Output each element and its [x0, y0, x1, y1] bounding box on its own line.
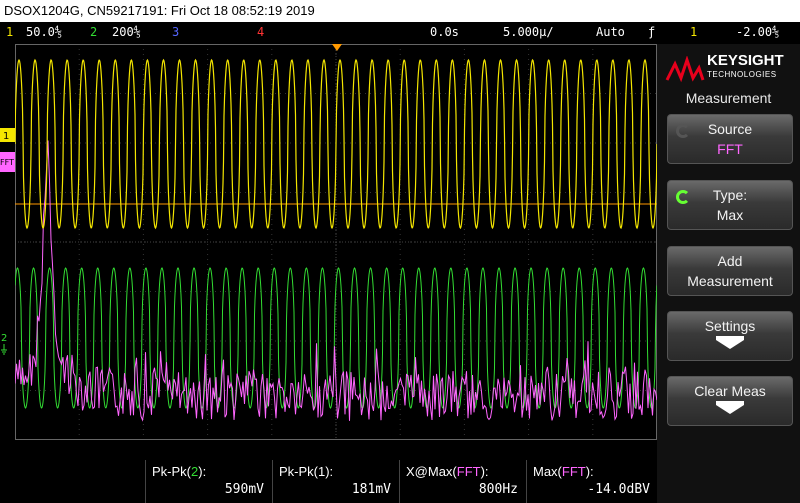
- ch1-waveform: [15, 58, 657, 230]
- brand-name: KEYSIGHT: [707, 52, 784, 69]
- menu-title: Measurement: [685, 90, 772, 106]
- type-label: Type:: [712, 187, 748, 203]
- channel-markers: 1 FFT 2: [0, 44, 15, 440]
- brand-sub: TECHNOLOGIES: [707, 70, 777, 79]
- type-value: Max: [716, 207, 744, 223]
- fft-marker[interactable]: [0, 152, 15, 172]
- meas-close: ):: [585, 464, 594, 479]
- meas-name: Max(: [533, 464, 562, 479]
- meas-close: ):: [480, 464, 489, 479]
- ch1-scale[interactable]: 50.0⅘: [26, 25, 63, 39]
- trigger-edge-icon: ƒ: [648, 25, 656, 39]
- settings-label: Settings: [704, 318, 756, 334]
- meas-value: 800Hz: [478, 482, 518, 497]
- meas-name: X@Max(: [406, 464, 457, 479]
- submenu-arrow-icon: [716, 336, 744, 349]
- type-softkey[interactable]: Type: Max: [667, 180, 793, 230]
- keysight-logo: KEYSIGHT TECHNOLOGIES: [665, 44, 795, 90]
- measurement-3[interactable]: X@Max(FFT): 800Hz: [399, 460, 526, 503]
- ch2-number[interactable]: 2: [90, 25, 98, 39]
- measurement-4[interactable]: Max(FFT): -14.0dBV: [526, 460, 658, 503]
- meas-close: ):: [198, 464, 207, 479]
- softkey-panel: KEYSIGHT TECHNOLOGIES Measurement Source…: [657, 44, 800, 503]
- cycle-icon: [676, 190, 690, 204]
- meas-source: FFT: [561, 464, 586, 479]
- keysight-wave-icon: [665, 56, 705, 83]
- ch1-ground-marker[interactable]: [0, 128, 15, 142]
- source-softkey[interactable]: Source FFT: [667, 114, 793, 164]
- trigger-source[interactable]: 1: [690, 25, 698, 39]
- meas-source: FFT: [456, 464, 481, 479]
- cycle-icon: [676, 124, 690, 138]
- add-measurement-softkey[interactable]: Add Measurement: [667, 246, 793, 296]
- add-line2: Measurement: [687, 273, 773, 289]
- meas-name: Pk-Pk(: [152, 464, 191, 479]
- add-line1: Add: [717, 253, 743, 269]
- ch2-waveform: [15, 267, 657, 409]
- clear-label: Clear Meas: [694, 383, 766, 399]
- measurement-1[interactable]: Pk-Pk(2): 590mV: [145, 460, 272, 503]
- ch2-scale[interactable]: 200⅘: [112, 25, 141, 39]
- ch1-number[interactable]: 1: [6, 25, 14, 39]
- ch2-ground-icon: [1, 344, 7, 355]
- fft-marker-label: FFT: [0, 158, 14, 167]
- source-value: FFT: [717, 141, 743, 157]
- title-text: DSOX1204G, CN59217191: Fri Oct 18 08:52:…: [4, 3, 315, 18]
- meas-value: 590mV: [224, 482, 264, 497]
- meas-source: 2: [191, 464, 199, 479]
- ch3-number[interactable]: 3: [172, 25, 180, 39]
- ch2-marker-label: 2: [1, 333, 7, 344]
- waveform-display[interactable]: [15, 44, 657, 440]
- ch1-marker-label: 1: [3, 131, 9, 142]
- measurement-2[interactable]: Pk-Pk(1): 181mV: [272, 460, 399, 503]
- time-scale[interactable]: 5.000µ/: [503, 25, 554, 39]
- measurement-bar: Pk-Pk(2): 590mV Pk-Pk(1): 181mV X@Max(FF…: [0, 460, 657, 503]
- meas-name: Pk-Pk(1):: [279, 464, 334, 479]
- title-bar: DSOX1204G, CN59217191: Fri Oct 18 08:52:…: [0, 0, 800, 22]
- fft-waveform: [15, 140, 657, 422]
- trigger-level[interactable]: -2.00⅘: [736, 25, 780, 39]
- trigger-mode[interactable]: Auto: [596, 25, 625, 39]
- submenu-arrow-icon: [716, 401, 744, 414]
- meas-value: -14.0dBV: [587, 482, 650, 497]
- ch4-number[interactable]: 4: [257, 25, 265, 39]
- trigger-position-marker[interactable]: [332, 44, 342, 51]
- meas-value: 181mV: [351, 482, 391, 497]
- source-label: Source: [707, 121, 753, 137]
- status-bar: 1 50.0⅘ 2 200⅘ 3 4 0.0s 5.000µ/ Auto ƒ 1…: [0, 22, 800, 42]
- clear-meas-softkey[interactable]: Clear Meas: [667, 376, 793, 426]
- time-delay[interactable]: 0.0s: [430, 25, 459, 39]
- settings-softkey[interactable]: Settings: [667, 311, 793, 361]
